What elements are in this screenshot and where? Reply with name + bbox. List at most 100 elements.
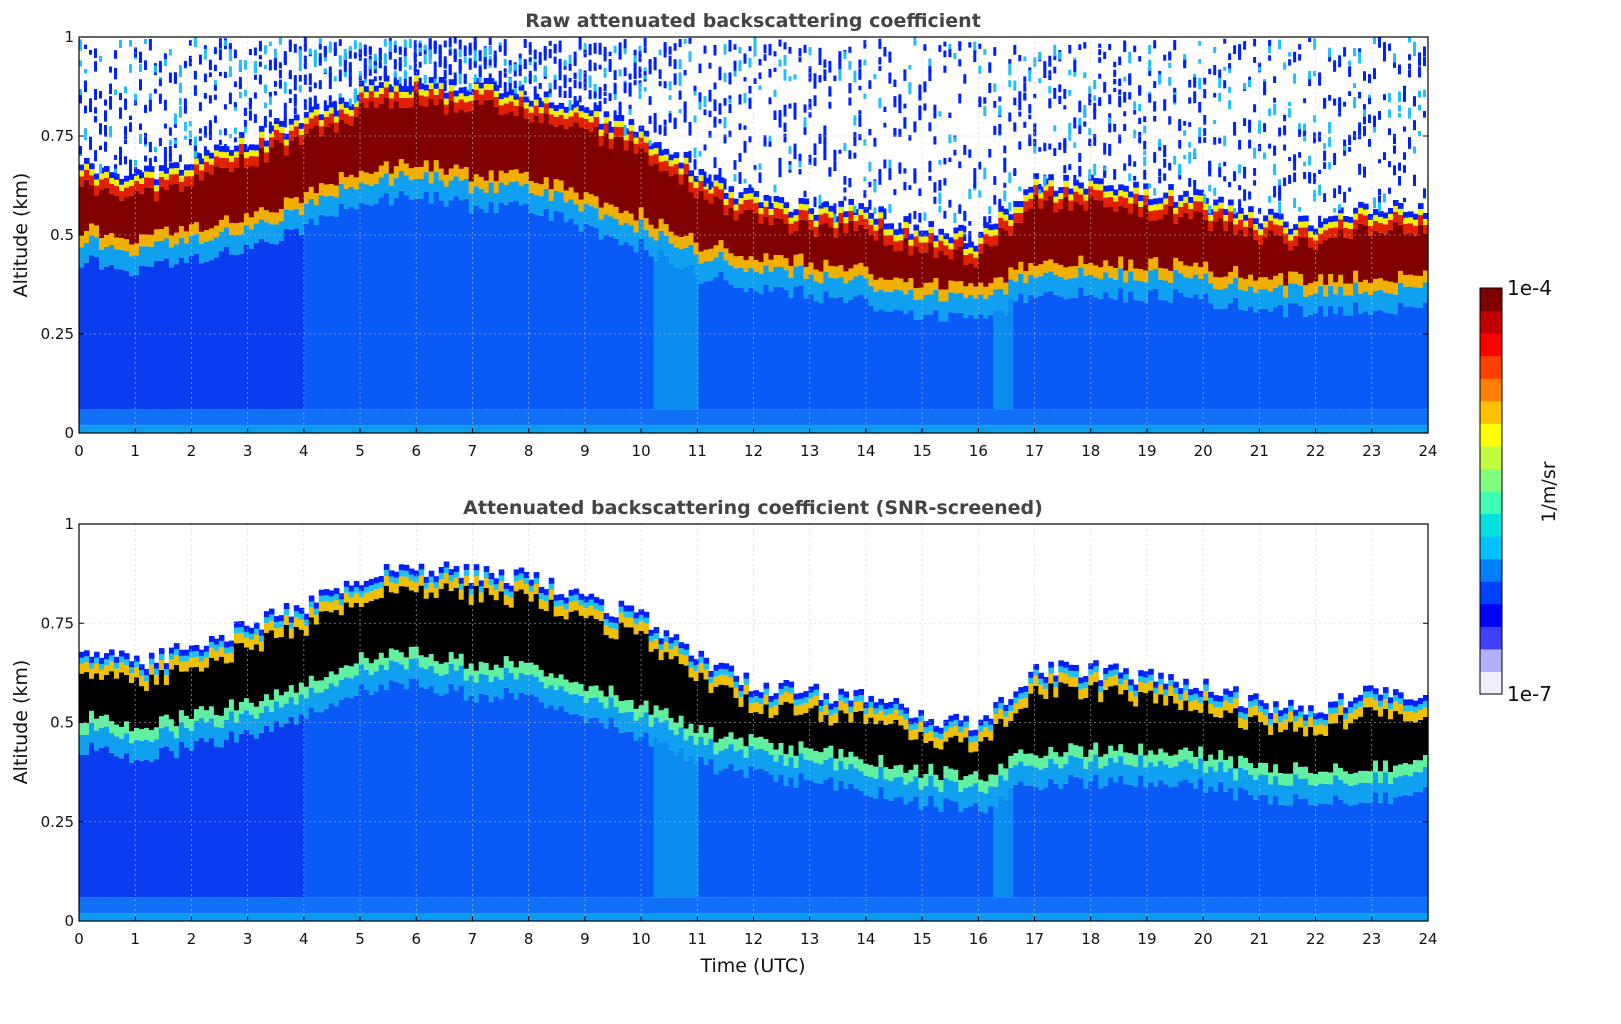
heatmap-cell (444, 913, 450, 921)
heatmap-cell (274, 244, 280, 409)
noise-cell (264, 85, 267, 94)
noise-cell (1193, 180, 1196, 190)
heatmap-cell (1223, 231, 1229, 277)
heatmap-cell (998, 425, 1004, 433)
heatmap-cell (459, 686, 465, 898)
noise-cell (694, 91, 697, 96)
heatmap-cell (963, 265, 969, 286)
heatmap-cell (599, 124, 605, 130)
noise-cell (699, 92, 702, 101)
heatmap-cell (769, 425, 775, 433)
heatmap-cell (1123, 186, 1129, 192)
heatmap-cell (1258, 223, 1264, 229)
heatmap-cell (958, 225, 964, 231)
heatmap-cell (89, 723, 95, 743)
noise-cell (569, 87, 572, 98)
heatmap-cell (509, 608, 515, 662)
noise-cell (1218, 138, 1221, 144)
heatmap-cell (1078, 409, 1084, 425)
noise-cell (918, 213, 921, 223)
noise-cell (384, 66, 387, 78)
heatmap-cell (978, 295, 984, 315)
heatmap-cell (359, 202, 365, 409)
heatmap-cell (364, 897, 370, 913)
heatmap-cell (94, 750, 100, 897)
heatmap-cell (154, 669, 160, 675)
noise-cell (843, 187, 846, 192)
heatmap-cell (194, 667, 200, 709)
heatmap-cell (958, 247, 964, 282)
noise-cell (764, 44, 767, 50)
noise-cell (1063, 142, 1066, 153)
heatmap-cell (1018, 262, 1024, 274)
heatmap-cell (913, 300, 919, 320)
heatmap-cell (1408, 233, 1414, 275)
heatmap-cell (419, 576, 425, 586)
heatmap-cell (1263, 409, 1269, 425)
heatmap-cell (119, 250, 125, 270)
heatmap-cell (429, 913, 435, 921)
heatmap-cell (434, 693, 440, 897)
heatmap-cell (84, 662, 90, 672)
heatmap-cell (334, 600, 340, 610)
heatmap-cell (579, 127, 585, 200)
noise-cell (983, 106, 986, 116)
heatmap-cell (399, 108, 405, 159)
heatmap-cell (159, 177, 165, 187)
heatmap-cell (759, 208, 765, 214)
heatmap-cell (284, 913, 290, 921)
heatmap-cell (814, 237, 820, 270)
noise-cell (549, 83, 552, 89)
heatmap-cell (374, 172, 380, 184)
noise-cell (669, 56, 672, 67)
x-tick-label: 12 (744, 442, 763, 460)
heatmap-cell (529, 213, 535, 410)
heatmap-cell (1073, 409, 1079, 425)
noise-cell (1268, 144, 1271, 149)
heatmap-cell (354, 581, 360, 587)
heatmap-cell (284, 140, 290, 146)
heatmap-cell (539, 682, 545, 702)
heatmap-cell (814, 425, 820, 433)
noise-cell (519, 65, 522, 76)
noise-cell (194, 137, 197, 146)
heatmap-cell (1418, 288, 1424, 308)
noise-cell (883, 160, 886, 169)
heatmap-cell (124, 753, 130, 897)
heatmap-cell (1283, 317, 1289, 409)
heatmap-cell (993, 290, 999, 310)
heatmap-cell (489, 84, 495, 90)
noise-cell (159, 79, 162, 86)
noise-cell (549, 93, 552, 97)
heatmap-cell (1253, 224, 1259, 230)
noise-cell (1253, 39, 1256, 47)
heatmap-cell (79, 425, 85, 433)
heatmap-cell (559, 109, 565, 115)
noise-cell (1233, 171, 1236, 181)
noise-cell (858, 110, 861, 114)
noise-cell (1163, 173, 1166, 180)
heatmap-cell (154, 913, 160, 921)
noise-cell (1403, 152, 1406, 160)
heatmap-cell (519, 107, 525, 174)
heatmap-cell (923, 409, 929, 425)
heatmap-cell (514, 169, 520, 181)
noise-cell (774, 111, 777, 121)
heatmap-cell (1418, 215, 1424, 225)
heatmap-cell (174, 425, 180, 433)
heatmap-cell (119, 191, 125, 201)
heatmap-cell (149, 178, 155, 188)
heatmap-cell (769, 409, 775, 425)
noise-cell (1063, 105, 1066, 109)
heatmap-cell (469, 182, 475, 194)
noise-cell (848, 150, 851, 159)
heatmap-cell (484, 78, 490, 84)
heatmap-cell (514, 699, 520, 897)
heatmap-cell (634, 425, 640, 433)
noise-cell (1043, 71, 1046, 78)
noise-cell (594, 102, 597, 107)
noise-cell (1198, 102, 1201, 113)
heatmap-cell (699, 425, 705, 433)
heatmap-cell (938, 425, 944, 433)
heatmap-cell (569, 187, 575, 199)
